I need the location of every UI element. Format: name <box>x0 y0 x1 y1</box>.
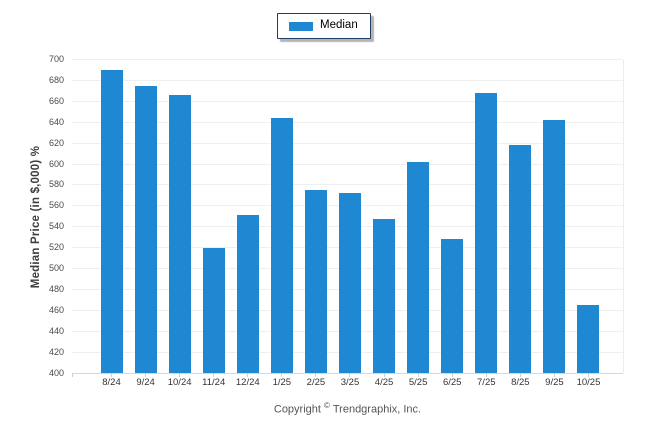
x-tick-mark-1/25 <box>281 373 283 377</box>
copyright-company: Trendgraphix, Inc. <box>332 403 422 416</box>
gridline-600 <box>72 163 623 165</box>
x-tick-label-3/25: 3/25 <box>340 377 360 388</box>
bar-7/25[interactable] <box>475 92 498 373</box>
y-tick-label-640: 640 <box>48 116 64 127</box>
x-axis-edge-tick <box>72 373 73 377</box>
y-tick-label-460: 460 <box>48 304 64 315</box>
plot-right-border <box>622 59 624 373</box>
x-tick-label-8/25: 8/25 <box>511 377 530 388</box>
y-tick-label-520: 520 <box>48 242 64 253</box>
x-tick-mark-10/24 <box>179 373 181 377</box>
bar-8/24[interactable] <box>100 69 123 373</box>
gridline-640 <box>72 121 623 123</box>
x-tick-mark-9/25 <box>553 373 555 377</box>
x-tick-label-9/25: 9/25 <box>545 377 564 388</box>
bar-4/25[interactable] <box>373 219 396 373</box>
bar-5/25[interactable] <box>407 161 430 373</box>
gridline-400 <box>72 372 623 374</box>
bar-6/25[interactable] <box>441 239 464 373</box>
bar-9/24[interactable] <box>134 85 157 373</box>
y-tick-label-560: 560 <box>48 200 64 211</box>
y-tick-label-400: 400 <box>48 367 64 378</box>
y-tick-label-660: 660 <box>48 95 64 106</box>
legend-swatch-median <box>289 21 313 31</box>
x-tick-mark-11/24 <box>213 373 215 377</box>
legend: Median <box>277 13 371 39</box>
y-tick-label-540: 540 <box>48 221 64 232</box>
x-tick-mark-12/24 <box>247 373 249 377</box>
y-tick-label-600: 600 <box>48 158 64 169</box>
x-tick-mark-8/25 <box>519 373 521 377</box>
bar-11/24[interactable] <box>202 247 225 373</box>
y-tick-label-680: 680 <box>48 74 64 85</box>
x-tick-label-8/24: 8/24 <box>102 377 121 388</box>
bar-9/25[interactable] <box>543 120 566 373</box>
y-tick-label-420: 420 <box>48 346 64 357</box>
x-tick-label-9/24: 9/24 <box>136 377 155 388</box>
y-tick-label-580: 580 <box>48 179 64 190</box>
y-tick-label-620: 620 <box>48 137 64 148</box>
x-tick-label-2/25: 2/25 <box>306 377 326 388</box>
x-tick-label-1/25: 1/25 <box>272 377 292 388</box>
x-tick-mark-9/24 <box>145 373 147 377</box>
bar-10/25[interactable] <box>577 305 600 373</box>
x-tick-label-6/25: 6/25 <box>442 377 462 388</box>
bar-12/24[interactable] <box>236 215 259 373</box>
gridline-620 <box>72 142 623 144</box>
x-tick-label-10/25: 10/25 <box>576 377 601 388</box>
copyright-text: Copyright © Trendgraphix, Inc. <box>72 401 623 416</box>
copyright-symbol: © <box>323 401 330 410</box>
y-tick-label-480: 480 <box>48 283 64 294</box>
x-tick-label-4/25: 4/25 <box>374 377 394 388</box>
x-tick-mark-2/25 <box>315 373 317 377</box>
gridline-580 <box>72 184 623 186</box>
x-tick-mark-10/25 <box>587 373 589 377</box>
x-tick-label-11/24: 11/24 <box>202 377 226 388</box>
x-tick-mark-6/25 <box>451 373 453 377</box>
bar-10/24[interactable] <box>168 95 191 373</box>
bar-1/25[interactable] <box>270 118 293 373</box>
y-tick-label-700: 700 <box>48 54 64 64</box>
bar-8/25[interactable] <box>509 145 532 373</box>
x-tick-label-12/24: 12/24 <box>235 377 260 388</box>
x-tick-mark-3/25 <box>349 373 351 377</box>
x-tick-label-7/25: 7/25 <box>477 377 496 388</box>
gridline-680 <box>72 79 623 81</box>
x-tick-label-10/24: 10/24 <box>167 377 192 388</box>
bar-3/25[interactable] <box>338 193 361 373</box>
copyright-prefix: Copyright <box>273 403 321 416</box>
legend-label: Median <box>320 18 358 31</box>
x-tick-mark-4/25 <box>383 373 385 377</box>
legend-item-median[interactable]: Median <box>277 13 371 39</box>
gridline-660 <box>72 100 623 102</box>
x-tick-mark-5/25 <box>417 373 419 377</box>
x-tick-mark-7/25 <box>485 373 487 377</box>
y-tick-label-500: 500 <box>48 263 64 273</box>
x-tick-label-5/25: 5/25 <box>408 377 428 388</box>
y-tick-label-440: 440 <box>48 325 64 336</box>
gridline-700 <box>72 59 623 60</box>
x-tick-mark-8/24 <box>111 373 112 377</box>
bar-2/25[interactable] <box>304 190 327 373</box>
